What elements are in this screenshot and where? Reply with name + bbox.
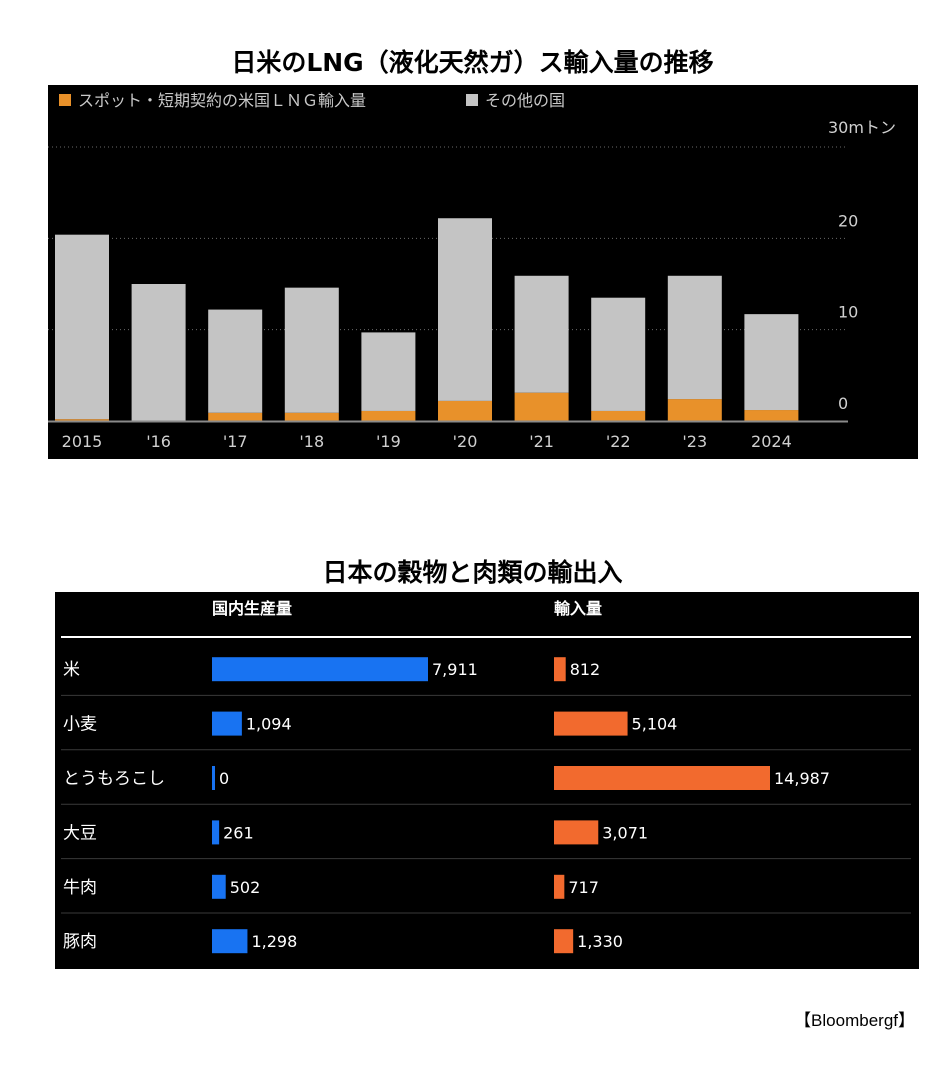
lng-chart-panel: スポット・短期契約の米国ＬＮＧ輸入量 その他の国 0 10 20 30mトン 2015 '16… <box>48 85 918 459</box>
bar-segment-other <box>438 218 492 401</box>
x-tick-label: 2015 <box>62 432 103 451</box>
column-header-production: 国内生産量 <box>212 599 292 618</box>
production-value: 7,911 <box>432 660 478 679</box>
production-bar <box>212 766 215 790</box>
grain-table-panel: 国内生産量 輸入量米 7,911 812 小麦 1,094 5,104 とうもろこし 0 14,9… <box>55 592 919 969</box>
x-tick-label: '22 <box>606 432 631 451</box>
x-tick-label: '20 <box>453 432 478 451</box>
source-credit: 【Bloombergf】 <box>794 1011 915 1030</box>
imports-value: 812 <box>570 660 601 679</box>
imports-value: 5,104 <box>632 715 678 734</box>
production-bar <box>212 657 428 682</box>
bar-segment-spot <box>514 392 569 421</box>
production-value: 1,094 <box>246 715 292 734</box>
bar-segment-other <box>131 284 186 421</box>
legend-swatch-other <box>466 94 478 106</box>
bar-segment-spot <box>438 400 492 421</box>
row-label: 米 <box>63 660 80 680</box>
imports-value: 1,330 <box>577 932 623 951</box>
column-header-imports: 輸入量 <box>554 599 602 618</box>
production-bar <box>212 929 248 954</box>
production-bar <box>212 874 226 899</box>
bar-segment-other <box>361 332 416 411</box>
x-tick-label: '21 <box>529 432 554 451</box>
legend-label-other: その他の国 <box>485 91 565 110</box>
bar-segment-spot <box>284 412 339 421</box>
row-label: 牛肉 <box>63 878 97 898</box>
bar-segment-spot <box>361 410 416 421</box>
y-unit-label: 30mトン <box>828 118 896 137</box>
production-value: 502 <box>230 878 261 897</box>
imports-bar <box>554 820 599 845</box>
imports-bar <box>554 766 770 790</box>
legend: スポット・短期契約の米国ＬＮＧ輸入量 その他の国 <box>59 91 565 110</box>
bar-segment-spot <box>667 399 722 421</box>
imports-bar <box>554 929 574 954</box>
bar-segment-spot <box>208 412 263 421</box>
y-tick-label: 20 <box>838 211 858 230</box>
x-tick-label: 2024 <box>751 432 792 451</box>
bar-segment-spot <box>744 410 799 421</box>
imports-value: 14,987 <box>774 769 830 788</box>
legend-label-spot: スポット・短期契約の米国ＬＮＧ輸入量 <box>78 91 366 110</box>
grain-table-title: 日本の穀物と肉類の輸出入 <box>322 558 623 587</box>
imports-value: 3,071 <box>602 823 648 842</box>
x-tick-label: '23 <box>682 432 707 451</box>
row-label: 小麦 <box>63 715 97 735</box>
production-value: 261 <box>223 823 254 842</box>
x-tick-label: '16 <box>146 432 171 451</box>
row-label: とうもろこし <box>63 769 165 789</box>
production-bar <box>212 711 242 736</box>
bar-segment-other <box>55 234 109 420</box>
imports-bar <box>554 874 565 899</box>
bar-segment-other <box>744 314 799 411</box>
y-tick-label: 0 <box>838 394 848 413</box>
bar-segment-other <box>284 287 339 413</box>
bar-segment-spot <box>591 410 646 421</box>
x-tick-label: '17 <box>223 432 248 451</box>
row-label: 大豆 <box>63 823 97 843</box>
lng-chart-title: 日米のLNG（液化天然ガ）ス輸入量の推移 <box>231 48 714 77</box>
row-label: 豚肉 <box>63 932 97 952</box>
production-value: 0 <box>219 769 229 788</box>
imports-value: 717 <box>568 878 599 897</box>
x-tick-label: '19 <box>376 432 401 451</box>
bar-segment-other <box>667 275 722 400</box>
production-value: 1,298 <box>251 932 297 951</box>
bar-segment-other <box>591 297 646 411</box>
production-bar <box>212 820 220 845</box>
bar-segment-other <box>208 309 263 413</box>
x-tick-label: '18 <box>299 432 324 451</box>
lng-chart-svg: スポット・短期契約の米国ＬＮＧ輸入量 その他の国 0 10 20 30mトン 2015 '16… <box>48 91 896 451</box>
imports-bar <box>554 711 628 736</box>
bar-segment-other <box>514 275 569 393</box>
imports-bar <box>554 657 566 682</box>
bar-segment-spot <box>55 419 109 421</box>
y-tick-label: 10 <box>838 303 858 322</box>
legend-swatch-spot <box>59 94 71 106</box>
